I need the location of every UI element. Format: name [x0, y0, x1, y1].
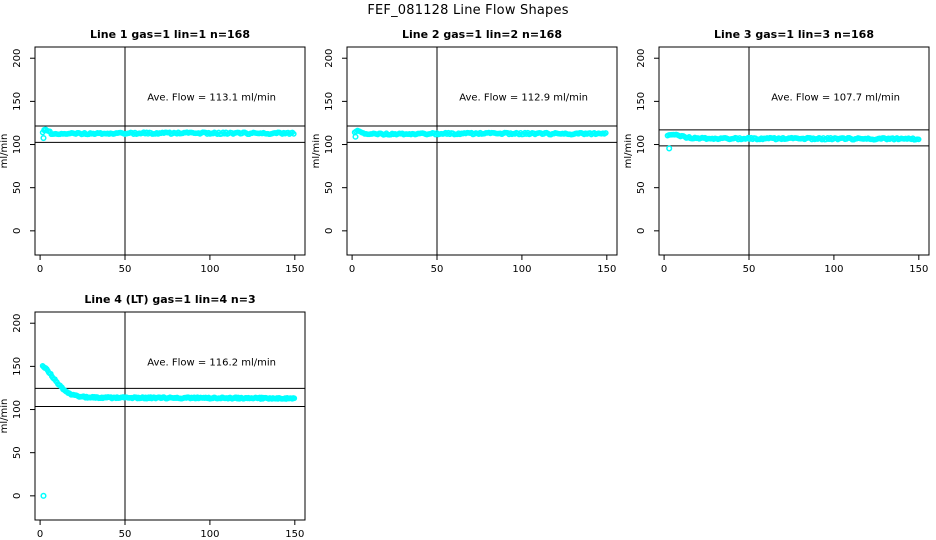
x-tick-label: 100 — [824, 264, 843, 275]
x-tick-label: 50 — [119, 529, 132, 540]
plot-box — [658, 46, 930, 256]
outlier-point — [666, 145, 673, 152]
ave-flow-label: Ave. Flow = 113.1 ml/min — [147, 93, 276, 104]
ave-flow-label: Ave. Flow = 107.7 ml/min — [771, 93, 900, 104]
flow-panel-1: 0 50 100 150 0 50 100 150 200 ml/min Line 1 gas=1 … — [0, 28, 306, 275]
y-tick-label: 0 — [324, 228, 335, 234]
panel-title: Line 1 gas=1 lin=1 n=168 — [90, 28, 250, 41]
y-tick-label: 200 — [12, 49, 23, 68]
data-points — [351, 127, 609, 140]
outlier-point — [352, 133, 359, 140]
outlier-point — [40, 135, 47, 142]
y-tick-label: 200 — [636, 49, 647, 68]
flow-panel-3: 0 50 100 150 0 50 100 150 200 ml/min Line 3 gas=1 … — [624, 28, 930, 275]
y-tick-label: 200 — [324, 49, 335, 68]
y-tick-label: 150 — [636, 92, 647, 111]
y-tick-label: 50 — [636, 181, 647, 194]
x-tick-label: 150 — [909, 264, 928, 275]
y-axis-label: ml/min — [624, 134, 634, 169]
y-axis-label: ml/min — [0, 399, 10, 434]
main-title: FEF_081128 Line Flow Shapes — [367, 3, 569, 18]
plot-box — [34, 311, 306, 521]
x-tick-label: 0 — [349, 264, 355, 275]
y-tick-label: 200 — [12, 314, 23, 333]
ave-flow-label: Ave. Flow = 116.2 ml/min — [147, 358, 276, 369]
plot-box — [346, 46, 618, 256]
outlier-point — [40, 492, 47, 499]
y-tick-label: 150 — [12, 357, 23, 376]
x-tick-label: 50 — [431, 264, 444, 275]
y-tick-label: 100 — [12, 400, 23, 419]
panel-title: Line 2 gas=1 lin=2 n=168 — [402, 28, 562, 41]
flow-panel-4: 0 50 100 150 0 50 100 150 200 ml/min Line 4 (LT) g… — [0, 293, 306, 540]
outlier-point — [41, 127, 48, 134]
y-tick-label: 150 — [12, 92, 23, 111]
y-axis-label: ml/min — [312, 134, 322, 169]
x-tick-label: 150 — [597, 264, 616, 275]
x-tick-label: 100 — [200, 264, 219, 275]
y-tick-label: 100 — [636, 135, 647, 154]
y-tick-label: 0 — [12, 228, 23, 234]
panel-title: Line 4 (LT) gas=1 lin=4 n=3 — [84, 293, 255, 306]
plot-box — [34, 46, 306, 256]
y-tick-label: 50 — [12, 446, 23, 459]
x-tick-label: 150 — [285, 529, 304, 540]
x-tick-label: 150 — [285, 264, 304, 275]
x-tick-label: 0 — [37, 264, 43, 275]
y-tick-label: 0 — [12, 493, 23, 499]
y-axis-label: ml/min — [0, 134, 10, 169]
y-tick-label: 50 — [324, 181, 335, 194]
x-tick-label: 0 — [661, 264, 667, 275]
x-tick-label: 100 — [200, 529, 219, 540]
x-tick-label: 50 — [119, 264, 132, 275]
ave-flow-label: Ave. Flow = 112.9 ml/min — [459, 93, 588, 104]
y-tick-label: 100 — [324, 135, 335, 154]
flow-panel-2: 0 50 100 150 0 50 100 150 200 ml/min Line 2 gas=1 … — [312, 28, 618, 275]
y-tick-label: 100 — [12, 135, 23, 154]
x-tick-label: 100 — [512, 264, 531, 275]
y-tick-label: 0 — [636, 228, 647, 234]
data-points — [39, 126, 297, 142]
y-tick-label: 150 — [324, 92, 335, 111]
x-tick-label: 50 — [743, 264, 756, 275]
x-tick-label: 0 — [37, 529, 43, 540]
data-points — [39, 363, 298, 499]
y-tick-label: 50 — [12, 181, 23, 194]
panel-title: Line 3 gas=1 lin=3 n=168 — [714, 28, 874, 41]
data-points — [664, 131, 922, 152]
